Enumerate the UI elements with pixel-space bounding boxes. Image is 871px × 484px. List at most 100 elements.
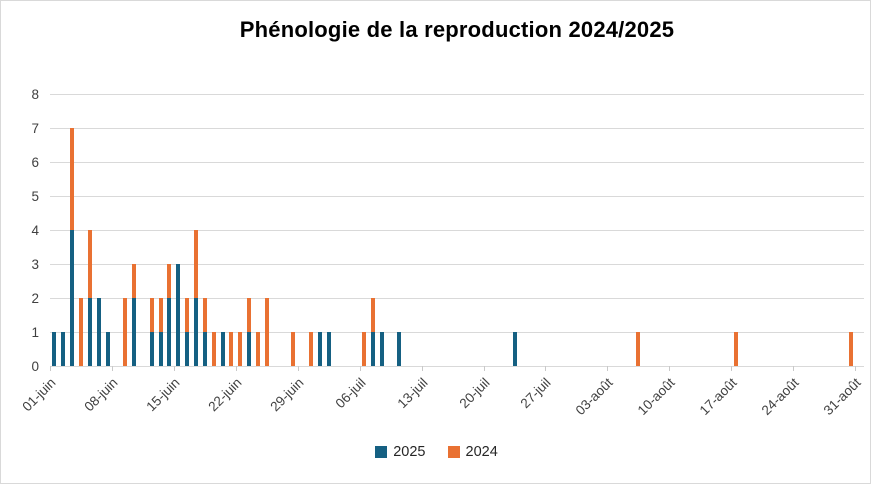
gridline-y-1 bbox=[50, 332, 864, 333]
x-axis-tick-label: 31-août bbox=[820, 375, 864, 418]
x-axis-tick-label: 13-juil bbox=[394, 375, 431, 412]
bar-segment-2024 bbox=[88, 230, 92, 298]
bar-segment-2024 bbox=[734, 332, 738, 366]
bar-segment-2024 bbox=[159, 298, 163, 332]
y-axis-tick-label: 7 bbox=[31, 121, 39, 136]
x-axis-tick-label: 15-juin bbox=[143, 375, 183, 415]
x-axis-tick-label: 03-août bbox=[573, 375, 617, 418]
bar-segment-2025 bbox=[247, 332, 251, 366]
gridline-y-6 bbox=[50, 162, 864, 163]
legend-swatch-2025-icon bbox=[375, 446, 388, 458]
y-axis-tick-label: 5 bbox=[31, 189, 39, 204]
legend-item-2025: 2025 bbox=[375, 444, 426, 460]
x-axis-tick bbox=[607, 366, 609, 371]
legend-swatch-2024-icon bbox=[447, 446, 460, 458]
bar-segment-2024 bbox=[132, 264, 136, 298]
bar-segment-2025 bbox=[513, 332, 517, 366]
bar-segment-2025 bbox=[185, 332, 189, 366]
bar-segment-2024 bbox=[849, 332, 853, 366]
gridline-y-2 bbox=[50, 298, 864, 299]
bar-segment-2024 bbox=[70, 128, 74, 230]
bar-segment-2025 bbox=[327, 332, 331, 366]
y-axis-tick-label: 3 bbox=[31, 257, 39, 272]
y-axis-tick-label: 2 bbox=[31, 291, 39, 306]
gridline-y-8 bbox=[50, 94, 864, 95]
legend: 2025 2024 bbox=[1, 444, 871, 460]
bar-segment-2025 bbox=[159, 332, 163, 366]
x-axis-tick bbox=[297, 366, 299, 371]
x-axis-tick bbox=[483, 366, 485, 371]
bar-segment-2024 bbox=[212, 332, 216, 366]
bar-segment-2024 bbox=[167, 264, 171, 298]
bar-segment-2024 bbox=[194, 230, 198, 298]
bar-segment-2024 bbox=[203, 298, 207, 332]
gridline-y-5 bbox=[50, 196, 864, 197]
legend-item-2024: 2024 bbox=[447, 444, 498, 460]
bar-segment-2025 bbox=[203, 332, 207, 366]
bar-segment-2025 bbox=[150, 332, 154, 366]
y-axis-tick-label: 6 bbox=[31, 155, 39, 170]
bar-segment-2025 bbox=[397, 332, 401, 366]
x-axis-tick bbox=[111, 366, 113, 371]
bar-segment-2025 bbox=[70, 230, 74, 366]
x-axis-tick bbox=[855, 366, 857, 371]
x-axis-tick-label: 01-juin bbox=[19, 375, 59, 415]
bar-segment-2025 bbox=[221, 332, 225, 366]
bar-segment-2024 bbox=[256, 332, 260, 366]
bar-segment-2025 bbox=[176, 264, 180, 366]
x-axis-tick bbox=[173, 366, 175, 371]
x-axis-tick-label: 10-août bbox=[634, 375, 678, 418]
x-axis-tick-label: 20-juil bbox=[456, 375, 493, 412]
bar-segment-2024 bbox=[79, 298, 83, 366]
gridline-y-0 bbox=[50, 366, 864, 367]
legend-label-2025: 2025 bbox=[393, 444, 426, 460]
gridline-y-4 bbox=[50, 230, 864, 231]
bar-segment-2025 bbox=[97, 298, 101, 366]
x-axis-tick-label: 17-août bbox=[696, 375, 740, 418]
y-axis-tick-label: 1 bbox=[31, 325, 39, 340]
bar-segment-2025 bbox=[380, 332, 384, 366]
x-axis-tick bbox=[669, 366, 671, 371]
x-axis-tick-label: 08-juin bbox=[81, 375, 121, 415]
gridline-y-7 bbox=[50, 128, 864, 129]
bar-segment-2024 bbox=[291, 332, 295, 366]
bar-segment-2025 bbox=[371, 332, 375, 366]
bar-segment-2024 bbox=[371, 298, 375, 332]
x-axis-tick-label: 06-juil bbox=[332, 375, 369, 412]
gridline-y-3 bbox=[50, 264, 864, 265]
bar-segment-2025 bbox=[132, 298, 136, 366]
x-axis-tick bbox=[235, 366, 237, 371]
x-axis-tick bbox=[793, 366, 795, 371]
bar-segment-2024 bbox=[123, 298, 127, 366]
bar-segment-2025 bbox=[318, 332, 322, 366]
bar-segment-2025 bbox=[194, 298, 198, 366]
bar-segment-2024 bbox=[238, 332, 242, 366]
x-axis-tick bbox=[421, 366, 423, 371]
bar-segment-2025 bbox=[61, 332, 65, 366]
bar-segment-2024 bbox=[362, 332, 366, 366]
x-axis-tick-label: 29-juin bbox=[267, 375, 307, 415]
bar-segment-2024 bbox=[185, 298, 189, 332]
x-axis-tick bbox=[50, 366, 51, 371]
y-axis-tick-label: 4 bbox=[31, 223, 39, 238]
x-axis-tick bbox=[731, 366, 733, 371]
bar-segment-2025 bbox=[88, 298, 92, 366]
legend-label-2024: 2024 bbox=[465, 444, 498, 460]
chart-title: Phénologie de la reproduction 2024/2025 bbox=[239, 17, 675, 42]
bar-segment-2025 bbox=[52, 332, 56, 366]
bar-segment-2024 bbox=[309, 332, 313, 366]
x-axis-tick-label: 27-juil bbox=[517, 375, 555, 412]
bar-segment-2024 bbox=[265, 298, 269, 366]
bar-segment-2025 bbox=[167, 298, 171, 366]
y-axis-tick-label: 8 bbox=[31, 87, 39, 102]
x-axis-tick-label: 24-août bbox=[758, 375, 802, 418]
bar-segment-2024 bbox=[636, 332, 640, 366]
x-axis-tick bbox=[359, 366, 361, 371]
bar-segment-2024 bbox=[229, 332, 233, 366]
x-axis-tick bbox=[545, 366, 547, 371]
bar-segment-2024 bbox=[150, 298, 154, 332]
x-axis-tick-label: 22-juin bbox=[205, 375, 245, 415]
y-axis-tick-label: 0 bbox=[31, 359, 39, 374]
bar-segment-2024 bbox=[247, 298, 251, 332]
